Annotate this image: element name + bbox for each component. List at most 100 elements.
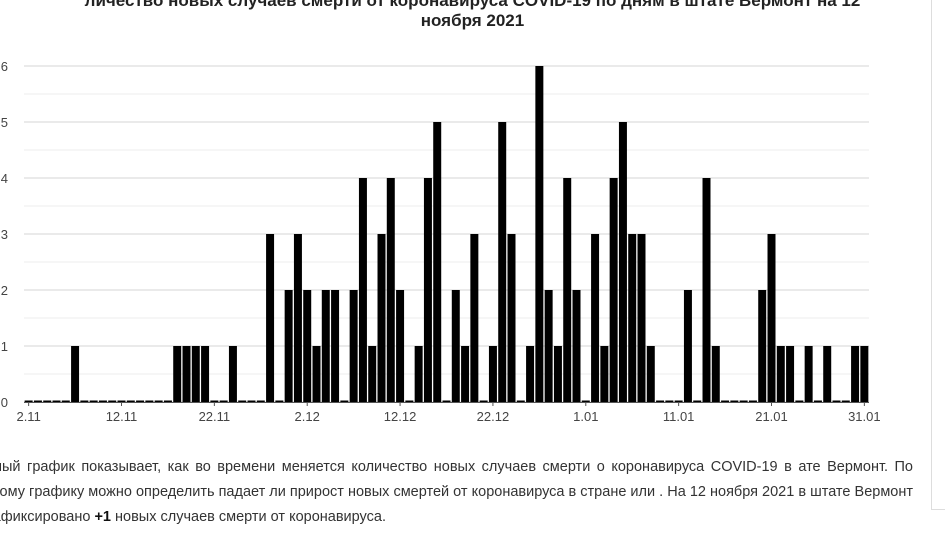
x-tick-label: 22.11 [199, 409, 231, 424]
bar [618, 122, 627, 402]
bar [303, 290, 312, 402]
x-tick-label: 11.01 [663, 409, 695, 424]
bar [581, 400, 590, 402]
caption-bold-value: +1 [94, 509, 111, 525]
bar [321, 290, 330, 402]
x-tick-label: 12.11 [106, 409, 138, 424]
bar [553, 346, 562, 402]
bar [293, 234, 302, 402]
bar [516, 400, 525, 402]
y-tick-label: 3 [1, 227, 8, 242]
bar [498, 122, 507, 402]
bar [758, 290, 767, 402]
bar [414, 346, 423, 402]
bar [340, 400, 349, 402]
bar [117, 400, 126, 402]
caption-line-3: . На 12 ноября 2021 в штате Вермонт зафи… [0, 484, 914, 525]
bar [256, 400, 265, 402]
bar [637, 234, 646, 402]
bar [721, 400, 730, 402]
bar [683, 290, 692, 402]
y-axis-tick-labels: 0 1 2 3 4 5 6 [1, 59, 8, 410]
bar [804, 346, 813, 402]
bar [823, 346, 832, 402]
bar [228, 346, 237, 402]
bar [776, 346, 785, 402]
bar [674, 400, 683, 402]
x-tick-label: 31.01 [848, 409, 881, 424]
bar [423, 178, 432, 402]
y-tick-label: 2 [1, 283, 8, 298]
bar [841, 400, 850, 402]
bar [730, 400, 739, 402]
x-tick-label: 22.12 [477, 409, 510, 424]
y-tick-label: 0 [1, 395, 8, 410]
bar [238, 400, 247, 402]
bar [526, 346, 535, 402]
x-tick-label: 12.12 [384, 409, 417, 424]
bar [563, 178, 572, 402]
caption-line-3-end: новых случаев смерти от коронавируса. [110, 509, 386, 525]
caption-line-2: ате Вермонт. По этому графику можно опре… [0, 459, 914, 500]
y-tick-label: 1 [1, 339, 8, 354]
bar [572, 290, 581, 402]
x-tick-label: 1.01 [573, 409, 598, 424]
bar-chart: 0 1 2 3 4 5 6 2.11 12.11 22.11 2.12 12.12 22.12 1.01… [1, 59, 881, 424]
bar [451, 290, 460, 402]
bar [600, 346, 609, 402]
bar [396, 290, 405, 402]
bar [24, 400, 33, 402]
bar [693, 400, 702, 402]
bar [665, 400, 674, 402]
bar [145, 400, 154, 402]
side-panel [931, 0, 945, 510]
bar [173, 346, 182, 402]
bar [786, 346, 795, 402]
bar [405, 400, 414, 402]
bar [461, 346, 470, 402]
bar [266, 234, 275, 402]
bar [358, 178, 367, 402]
bar [656, 400, 665, 402]
bar [71, 346, 80, 402]
bar [813, 400, 822, 402]
chart-caption: нный график показывает, как во времени м… [0, 455, 913, 530]
chart-title-line-2: ноября 2021 [420, 11, 525, 30]
bar [470, 234, 479, 402]
bar [860, 346, 869, 402]
y-tick-label: 4 [1, 171, 8, 186]
grid-lines [24, 65, 869, 403]
bar [442, 400, 451, 402]
bar [386, 178, 395, 402]
bar [98, 400, 107, 402]
bar [154, 400, 163, 402]
bar [628, 234, 637, 402]
bar [108, 400, 117, 402]
bar [136, 400, 145, 402]
x-tick-label: 2.11 [16, 409, 40, 424]
caption-line-1: нный график показывает, как во времени м… [0, 459, 792, 475]
bar [739, 400, 748, 402]
bar [433, 122, 442, 402]
bar [201, 346, 210, 402]
bar [89, 400, 98, 402]
bar [544, 290, 553, 402]
x-tick-label: 2.12 [295, 409, 320, 424]
bar [851, 346, 860, 402]
bar [368, 346, 377, 402]
bar [61, 400, 70, 402]
bar [247, 400, 256, 402]
bar [275, 400, 284, 402]
x-tick-label: 21.01 [755, 409, 788, 424]
bar [349, 290, 358, 402]
bar [126, 400, 135, 402]
bar [284, 290, 293, 402]
y-tick-label: 6 [1, 59, 8, 74]
bar [52, 400, 61, 402]
bar [535, 66, 544, 402]
bar [702, 178, 711, 402]
bar [312, 346, 321, 402]
bar [219, 400, 228, 402]
bar [591, 234, 600, 402]
bar [191, 346, 200, 402]
